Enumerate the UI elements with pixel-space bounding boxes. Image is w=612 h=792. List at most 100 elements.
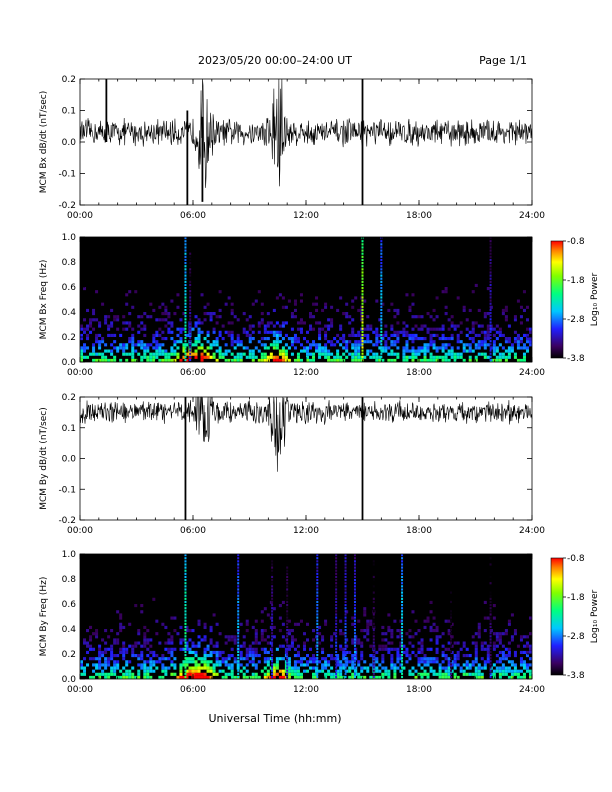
spectral-line-mark [237, 560, 240, 563]
heatmap-cell [522, 666, 526, 670]
heatmap-cell [462, 669, 466, 673]
heatmap-cell [462, 349, 466, 353]
heatmap-cell [80, 324, 84, 328]
heatmap-cell [414, 324, 418, 328]
heatmap-cell [146, 343, 150, 347]
y-tick-label: 0.8 [62, 575, 77, 585]
spectral-line-mark [184, 616, 187, 619]
heatmap-cell [293, 669, 297, 673]
heatmap-cell [468, 666, 472, 670]
spectral-line-mark [450, 632, 453, 635]
heatmap-cell [450, 650, 454, 655]
heatmap-cell [315, 349, 319, 353]
heatmap-cell [245, 663, 249, 667]
heatmap-cell [251, 352, 255, 356]
heatmap-cell [426, 672, 430, 676]
heatmap-cell [486, 343, 490, 347]
heatmap-cell [269, 343, 273, 347]
spectral-line-mark [361, 330, 364, 333]
heatmap-cell [402, 333, 406, 338]
heatmap-cell [194, 343, 198, 347]
spectral-line-mark [372, 669, 375, 672]
spectral-line-mark [335, 566, 338, 569]
heatmap-cell [357, 343, 361, 347]
heatmap-cell [209, 629, 213, 633]
heatmap-cell [417, 657, 421, 661]
heatmap-cell [408, 337, 412, 341]
heatmap-cell [384, 346, 388, 350]
y-tick-label: 0.0 [62, 675, 77, 685]
heatmap-cell [200, 675, 204, 680]
heatmap-cell [519, 660, 523, 664]
heatmap-cell [321, 635, 325, 639]
heatmap-cell [83, 669, 87, 673]
heatmap-cell [260, 629, 264, 633]
heatmap-cell [200, 330, 204, 334]
spectral-line-mark [361, 324, 364, 327]
heatmap-cell [390, 647, 394, 651]
spectral-line-mark [316, 657, 319, 660]
heatmap-cell [224, 675, 228, 680]
heatmap-cell [257, 290, 261, 294]
spectral-line-mark [380, 355, 383, 358]
heatmap-cell [360, 657, 364, 661]
heatmap-cell [86, 324, 90, 328]
heatmap-cell [525, 650, 529, 655]
heatmap-cell [315, 308, 319, 313]
spectral-line-mark [189, 352, 192, 355]
spectral-line-mark [271, 669, 274, 672]
heatmap-cell [450, 635, 454, 639]
heatmap-cell [212, 312, 216, 316]
heatmap-cell [239, 352, 243, 356]
heatmap-cell [131, 650, 135, 655]
heatmap-cell [113, 663, 117, 667]
spectral-line-mark [450, 554, 453, 557]
heatmap-cell [381, 358, 385, 363]
spectral-line-mark [353, 654, 356, 657]
heatmap-cell [522, 355, 526, 359]
heatmap-cell [287, 358, 291, 363]
heatmap-cell [131, 340, 135, 344]
spectral-line-mark [237, 669, 240, 672]
heatmap-cell [161, 675, 165, 680]
spectral-line-mark [489, 588, 492, 591]
heatmap-cell [122, 346, 126, 350]
heatmap-cell [525, 346, 529, 350]
heatmap-cell [257, 654, 261, 658]
heatmap-cell [302, 346, 306, 350]
heatmap-cell [272, 666, 276, 670]
spectral-line-mark [271, 569, 274, 572]
heatmap-cell [441, 333, 445, 338]
heatmap-cell [275, 358, 279, 363]
heatmap-cell [203, 355, 207, 359]
heatmap-cell [167, 355, 171, 359]
spectral-line-mark [344, 666, 347, 669]
heatmap-cell [194, 654, 198, 658]
spectral-line-mark [184, 255, 187, 258]
heatmap-cell [239, 669, 243, 673]
heatmap-cell [450, 337, 454, 341]
heatmap-cell [245, 622, 249, 626]
heatmap-cell [336, 358, 340, 363]
heatmap-cell [342, 650, 346, 655]
spectral-line-mark [184, 582, 187, 585]
heatmap-cell [233, 355, 237, 359]
heatmap-cell [266, 355, 270, 359]
heatmap-cell [447, 629, 451, 633]
heatmap-cell [170, 346, 174, 350]
spectral-line-mark [184, 240, 187, 243]
heatmap-cell [504, 669, 508, 673]
heatmap-cell [104, 318, 108, 322]
spectral-line-mark [372, 644, 375, 647]
spectral-line-mark [286, 579, 289, 582]
heatmap-cell [381, 647, 385, 651]
heatmap-cell [299, 330, 303, 334]
heatmap-cell [152, 358, 156, 363]
heatmap-cell [477, 675, 481, 680]
heatmap-cell [110, 650, 114, 655]
heatmap-cell [498, 635, 502, 639]
heatmap-cell [387, 641, 391, 645]
heatmap-cell [206, 355, 210, 359]
spectral-line-mark [450, 641, 453, 644]
heatmap-cell [354, 352, 358, 356]
